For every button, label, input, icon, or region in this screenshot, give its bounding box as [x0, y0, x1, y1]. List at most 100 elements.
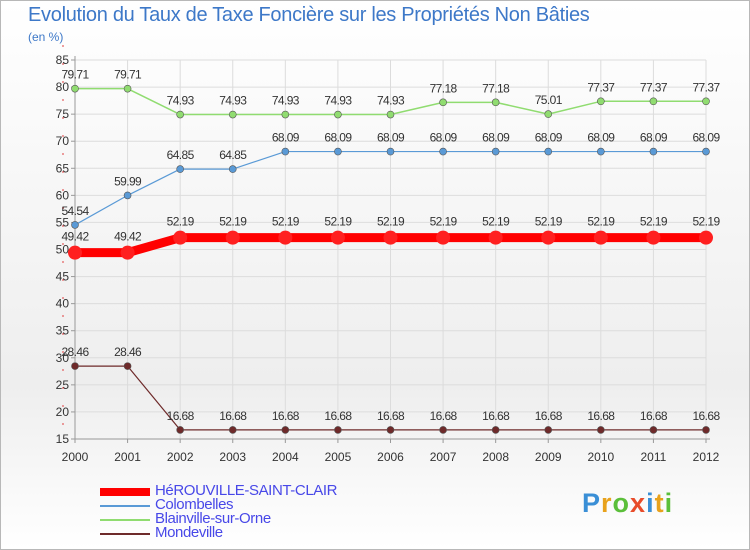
logo-letter: r: [601, 488, 613, 518]
point-s3-2011: [649, 426, 658, 434]
data-label-s0-2000: 49.42: [61, 230, 89, 244]
point-s0-2010: [593, 230, 608, 245]
x-tick-label-2010: 2010: [587, 450, 614, 464]
data-label-s3-2003: 16.68: [219, 409, 247, 423]
point-s0-2000: [68, 245, 82, 260]
logo-letter: o: [612, 488, 631, 518]
data-label-s3-2001: 28.46: [114, 345, 142, 359]
data-label-s3-2009: 16.68: [535, 409, 563, 423]
data-label-s3-2006: 16.68: [377, 409, 405, 423]
point-s3-2010: [597, 426, 605, 434]
legend-swatch-2: [100, 519, 150, 521]
point-s2-2004: [281, 110, 290, 119]
series-group: [68, 84, 713, 434]
data-label-s1-2005: 68.09: [324, 131, 352, 145]
point-s1-2009: [544, 147, 553, 156]
data-label-s2-2003: 74.93: [219, 94, 247, 108]
point-s3-2008: [491, 426, 500, 434]
y-tick-label-35: 35: [56, 324, 70, 338]
y-tick-label-30: 30: [56, 351, 70, 365]
point-s0-2005: [330, 230, 345, 245]
data-label-s3-2004: 16.68: [272, 409, 300, 423]
data-label-s2-2006: 74.93: [377, 94, 405, 108]
data-label-s1-2010: 68.09: [587, 131, 615, 145]
y-tick-label-15: 15: [56, 432, 70, 446]
point-s2-2012: [702, 97, 710, 106]
data-label-s2-2010: 77.37: [587, 80, 615, 94]
data-label-s1-2000: 54.54: [61, 204, 89, 218]
chart-title: Evolution du Taux de Taxe Foncière sur l…: [28, 4, 590, 26]
point-s2-2011: [649, 97, 658, 106]
logo-letter: i: [646, 488, 655, 518]
point-s1-2011: [649, 147, 658, 156]
point-s2-2001: [123, 84, 132, 93]
logo-letter: t: [654, 488, 665, 518]
axes: 15 20 25 30 35 40 45 50 55 60 65 70 75 80 85 2000 2001 20…: [56, 45, 720, 464]
point-s2-2009: [544, 110, 553, 118]
point-s1-2000: [71, 221, 79, 229]
data-label-s3-2011: 16.68: [640, 409, 668, 423]
data-label-s0-2006: 52.19: [377, 215, 405, 229]
data-label-s1-2011: 68.09: [640, 131, 668, 145]
x-tick-label-2001: 2001: [114, 450, 141, 464]
data-label-s2-2008: 77.18: [482, 81, 510, 95]
data-label-s3-2008: 16.68: [482, 409, 510, 423]
data-label-s0-2002: 52.19: [167, 215, 195, 229]
y-unit-label: (en %): [28, 30, 64, 44]
data-label-s2-2009: 75.01: [535, 93, 563, 107]
point-s0-2001: [120, 245, 135, 260]
legend-label-1: Colombelles: [155, 496, 234, 513]
data-label-s1-2003: 64.85: [219, 148, 247, 162]
data-label-s3-2002: 16.68: [167, 409, 195, 423]
legend-label-3: Mondeville: [155, 524, 223, 541]
data-label-s3-2007: 16.68: [430, 409, 458, 423]
x-tick-label-2005: 2005: [325, 450, 352, 464]
x-tick-label-2002: 2002: [167, 450, 194, 464]
point-s2-2007: [439, 98, 447, 107]
point-s2-2008: [491, 98, 500, 107]
data-label-s2-2000: 79.71: [61, 68, 89, 82]
point-s2-2010: [597, 97, 605, 106]
data-label-s0-2004: 52.19: [272, 215, 300, 229]
data-label-s0-2010: 52.19: [587, 215, 615, 229]
data-label-s2-2001: 79.71: [114, 68, 142, 82]
data-label-s0-2008: 52.19: [482, 215, 510, 229]
data-label-s2-2011: 77.37: [640, 80, 668, 94]
data-label-s2-2005: 74.93: [324, 94, 352, 108]
logo-letter: x: [630, 488, 647, 518]
point-s1-2006: [386, 147, 395, 156]
data-label-s3-2000: 28.46: [61, 345, 89, 359]
y-tick-label-45: 45: [56, 270, 70, 284]
point-s0-2009: [541, 230, 556, 245]
data-label-s3-2005: 16.68: [324, 409, 352, 423]
data-label-s1-2009: 68.09: [535, 131, 563, 145]
data-label-s2-2004: 74.93: [272, 94, 300, 108]
point-s1-2008: [491, 147, 500, 156]
data-label-s1-2012: 68.09: [692, 131, 720, 145]
x-tick-label-2012: 2012: [693, 450, 720, 464]
data-label-s2-2007: 77.18: [430, 81, 458, 95]
legend-label-0: HéROUVILLE-SAINT-CLAIR: [155, 482, 338, 499]
data-labels: 49.42 49.42 52.19 52.19 52.19 52.19 52.19 52.19…: [61, 68, 721, 423]
point-s1-2007: [439, 147, 447, 156]
y-tick-label-60: 60: [56, 188, 70, 202]
point-s0-2006: [383, 230, 398, 245]
point-s2-2003: [228, 110, 237, 119]
point-s2-2006: [386, 110, 395, 119]
x-tick-label-2000: 2000: [62, 450, 89, 464]
x-tick-label-2009: 2009: [535, 450, 562, 464]
y-tick-label-50: 50: [56, 243, 70, 257]
data-label-s0-2003: 52.19: [219, 215, 247, 229]
point-s3-2002: [176, 426, 184, 434]
point-s0-2003: [225, 230, 240, 245]
point-s2-2002: [176, 110, 184, 119]
point-s1-2010: [597, 147, 605, 156]
point-s2-2005: [334, 110, 342, 119]
point-s0-2012: [699, 230, 713, 245]
x-tick-label-2003: 2003: [219, 450, 246, 464]
legend-label-2: Blainville-sur-Orne: [155, 510, 271, 527]
y-tick-label-65: 65: [56, 161, 70, 175]
y-tick-label-70: 70: [56, 134, 70, 148]
